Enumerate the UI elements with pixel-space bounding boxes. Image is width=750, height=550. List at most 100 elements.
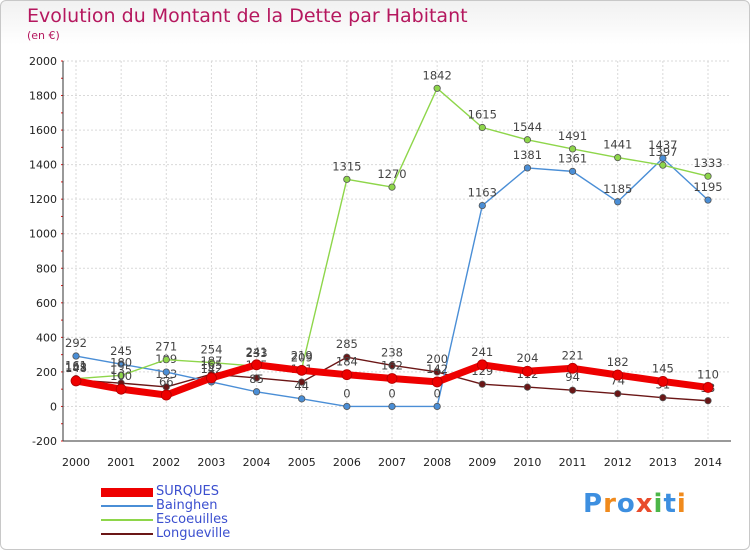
data-label-bainghen: 245 bbox=[110, 344, 132, 358]
data-point-bainghen bbox=[614, 198, 622, 206]
data-label-escoeuilles: 1397 bbox=[648, 145, 677, 159]
data-point-surques bbox=[386, 373, 398, 384]
data-point-escoeuilles bbox=[343, 175, 351, 183]
data-point-bainghen bbox=[388, 402, 396, 411]
data-point-bainghen bbox=[704, 196, 712, 204]
data-label-surques: 100 bbox=[110, 369, 132, 383]
data-label-escoeuilles: 254 bbox=[200, 343, 222, 357]
logo-letter: i bbox=[676, 489, 687, 519]
data-point-longueville bbox=[433, 368, 441, 376]
chart-title: Evolution du Montant de la Dette par Hab… bbox=[27, 5, 468, 27]
data-point-surques bbox=[70, 375, 82, 387]
data-point-surques bbox=[522, 365, 533, 377]
logo-letter: x bbox=[635, 489, 654, 519]
data-label-longueville: 153 bbox=[65, 360, 87, 374]
y-tick-label: 800 bbox=[36, 262, 57, 275]
legend-label-longueville: Longueville bbox=[156, 526, 231, 541]
data-label-surques: 142 bbox=[426, 362, 448, 376]
x-tick-label: 2001 bbox=[107, 456, 135, 469]
data-label-longueville: 200 bbox=[426, 352, 448, 366]
data-point-surques bbox=[567, 362, 578, 374]
data-label-surques: 148 bbox=[65, 361, 87, 375]
data-point-longueville bbox=[343, 353, 351, 361]
data-label-bainghen: 0 bbox=[343, 386, 350, 400]
x-tick-label: 2005 bbox=[288, 456, 316, 469]
data-point-bainghen bbox=[252, 388, 261, 396]
y-tick-label: 1800 bbox=[29, 90, 57, 103]
data-label-escoeuilles: 1615 bbox=[468, 108, 497, 122]
data-point-longueville bbox=[478, 380, 486, 388]
data-point-surques bbox=[160, 389, 172, 401]
data-point-escoeuilles bbox=[207, 358, 216, 367]
data-point-escoeuilles bbox=[162, 356, 170, 364]
data-point-escoeuilles bbox=[568, 145, 577, 153]
x-tick-label: 2000 bbox=[62, 456, 90, 469]
data-point-surques bbox=[702, 382, 714, 393]
data-label-surques: 209 bbox=[291, 350, 313, 364]
x-tick-label: 2008 bbox=[423, 456, 451, 469]
data-label-surques: 162 bbox=[381, 358, 403, 372]
data-label-surques: 241 bbox=[471, 345, 493, 359]
data-label-surques: 145 bbox=[652, 361, 674, 375]
data-label-surques: 66 bbox=[159, 375, 174, 389]
legend-item-longueville: Longueville bbox=[101, 526, 361, 541]
data-point-longueville bbox=[523, 383, 532, 391]
data-label-bainghen: 1361 bbox=[558, 151, 587, 165]
legend-swatch-surques bbox=[101, 488, 153, 497]
legend-item-escoeuilles: Escoeuilles bbox=[101, 512, 361, 527]
data-point-escoeuilles bbox=[523, 136, 532, 144]
data-point-surques bbox=[657, 376, 669, 387]
data-label-escoeuilles: 1441 bbox=[603, 138, 632, 152]
data-point-longueville bbox=[568, 386, 577, 394]
data-label-longueville: 94 bbox=[565, 370, 580, 384]
x-tick-label: 2009 bbox=[468, 456, 496, 469]
data-label-bainghen: 1381 bbox=[513, 148, 542, 162]
data-label-bainghen: 292 bbox=[65, 336, 87, 350]
chart-subtitle: (en €) bbox=[27, 29, 60, 42]
logo-letter: i bbox=[653, 489, 664, 519]
logo-letter: r bbox=[603, 489, 617, 519]
data-point-surques bbox=[206, 372, 217, 384]
legend-label-surques: SURQUES bbox=[156, 484, 220, 499]
legend-label-escoeuilles: Escoeuilles bbox=[156, 512, 228, 527]
data-point-longueville bbox=[659, 394, 667, 402]
data-label-bainghen: 1437 bbox=[648, 138, 677, 152]
data-point-escoeuilles bbox=[117, 371, 125, 379]
x-tick-label: 2013 bbox=[649, 456, 677, 469]
legend-item-bainghen: Bainghen bbox=[101, 498, 361, 513]
data-label-surques: 184 bbox=[336, 355, 358, 369]
data-label-surques: 182 bbox=[607, 355, 629, 369]
data-label-bainghen: 0 bbox=[388, 386, 395, 400]
x-tick-label: 2003 bbox=[197, 456, 225, 469]
x-tick-label: 2002 bbox=[152, 456, 180, 469]
data-label-bainghen: 85 bbox=[249, 372, 264, 386]
data-point-longueville bbox=[252, 374, 261, 382]
data-point-bainghen bbox=[72, 352, 80, 360]
data-label-escoeuilles: 180 bbox=[110, 355, 132, 369]
data-label-escoeuilles: 1333 bbox=[693, 156, 722, 170]
data-label-longueville: 285 bbox=[336, 337, 358, 351]
x-tick-label: 2006 bbox=[333, 456, 361, 469]
y-tick-label: 200 bbox=[36, 366, 57, 379]
data-point-escoeuilles bbox=[614, 153, 622, 162]
data-label-longueville: 238 bbox=[381, 345, 403, 359]
legend-swatch-escoeuilles bbox=[101, 519, 153, 521]
data-point-bainghen bbox=[117, 360, 125, 368]
data-point-longueville bbox=[388, 361, 396, 369]
data-label-escoeuilles: 233 bbox=[246, 346, 268, 360]
data-label-bainghen: 1185 bbox=[603, 182, 632, 196]
data-label-bainghen: 142 bbox=[200, 362, 222, 376]
data-point-longueville bbox=[704, 397, 712, 405]
data-label-bainghen: 1163 bbox=[468, 186, 497, 200]
data-label-surques: 241 bbox=[246, 345, 268, 359]
data-point-surques bbox=[296, 364, 308, 376]
data-point-bainghen bbox=[568, 167, 577, 175]
data-label-escoeuilles: 1315 bbox=[332, 159, 361, 173]
legend-swatch-bainghen bbox=[101, 505, 153, 507]
data-label-surques: 110 bbox=[697, 367, 719, 381]
data-point-bainghen bbox=[523, 164, 532, 172]
y-tick-label: 2000 bbox=[29, 55, 57, 68]
data-label-surques: 221 bbox=[562, 348, 584, 362]
